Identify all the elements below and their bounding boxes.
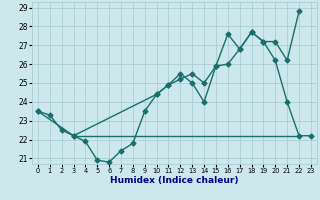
X-axis label: Humidex (Indice chaleur): Humidex (Indice chaleur) <box>110 176 239 185</box>
